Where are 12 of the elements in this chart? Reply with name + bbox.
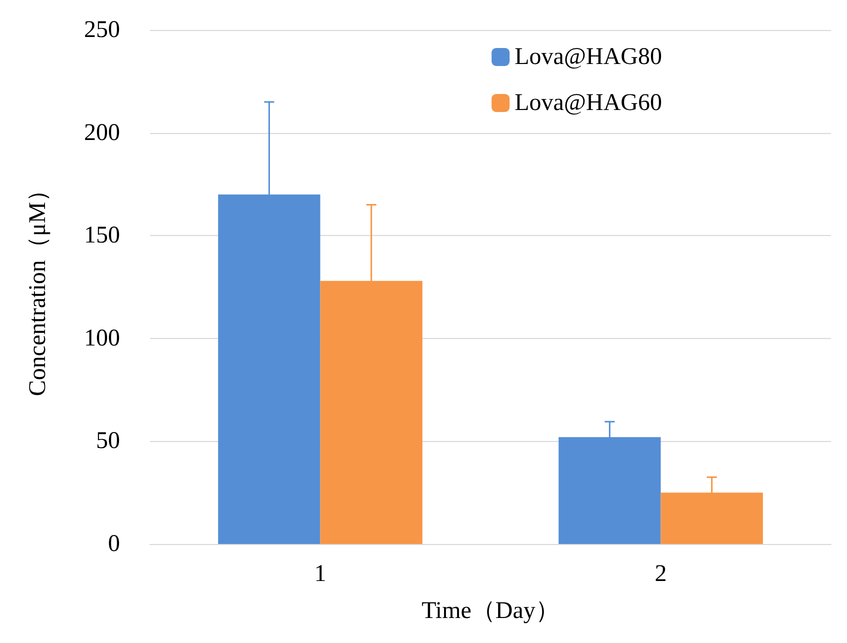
y-tick-label: 250 [84, 17, 120, 43]
y-tick-label: 200 [84, 120, 120, 146]
x-axis-title: Time（Day） [422, 598, 560, 624]
y-tick-label: 0 [108, 531, 120, 557]
y-tick-label: 150 [84, 222, 120, 249]
x-tick-label: 2 [654, 561, 667, 587]
legend-label: Lova@HAG60 [514, 90, 662, 116]
y-tick-label: 100 [84, 325, 120, 352]
y-tick-label: 50 [96, 428, 120, 454]
y-axis-title: Concentration（μM） [25, 178, 51, 396]
x-tick-label: 1 [314, 561, 326, 587]
legend-label: Lova@HAG80 [514, 44, 662, 70]
